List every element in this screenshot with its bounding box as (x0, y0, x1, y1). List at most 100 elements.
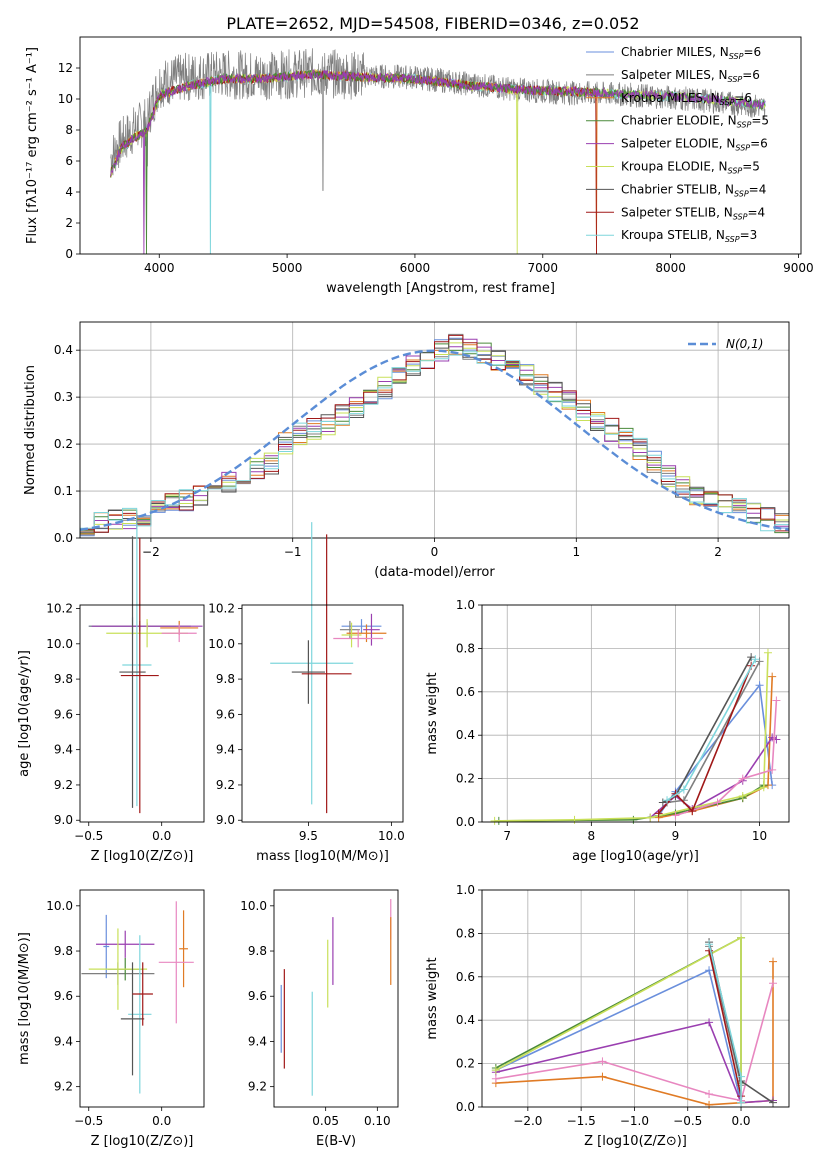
x-tick-label: 8000 (655, 261, 686, 275)
weight-marker-salpeter_stelib (654, 809, 663, 818)
weight-line-chabrier_miles (495, 969, 742, 1103)
x-tick-label: −0.5 (673, 1114, 702, 1128)
weight-marker-pink (598, 1057, 607, 1066)
weight-marker-kroupa_stelib (737, 1098, 746, 1107)
y-axis-label: mass weight (425, 672, 440, 754)
y-tick-label: 0.8 (456, 926, 475, 940)
y-tick-label: 9.8 (54, 672, 73, 686)
weight-marker-kroupa_elodie (490, 816, 499, 825)
weight-marker-pink (491, 1074, 500, 1083)
weight-marker-kroupa_stelib (737, 1072, 746, 1081)
axes-mass_vs_ebv: 0.05 0.10 9.2 9.4 9.6 9.8 10.0 E(B-V) (240, 889, 399, 1149)
x-tick-label: −2.0 (513, 1114, 542, 1128)
y-tick-label: 9.8 (54, 944, 73, 958)
weight-marker-pink (772, 696, 781, 705)
x-tick-label: 0.10 (364, 1114, 391, 1128)
y-tick-label: 0.4 (456, 728, 475, 742)
y-tick-label: 2 (65, 216, 73, 230)
y-tick-label: 9.6 (54, 707, 73, 721)
y-tick-label: 6 (65, 154, 73, 168)
y-tick-label: 8 (65, 123, 73, 137)
axes-frame (273, 889, 399, 1108)
axes-frame (481, 889, 790, 1108)
y-tick-label: 0.6 (456, 970, 475, 984)
y-tick-label: 9.4 (54, 1034, 73, 1048)
y-tick-label: 0.0 (54, 531, 73, 545)
legend-entry: Salpeter ELODIE, NSSP=6 (621, 137, 768, 153)
axes-frame (481, 604, 790, 823)
weight-marker-kroupa_stelib (663, 796, 672, 805)
y-tick-label: 10.0 (46, 637, 73, 651)
weight-marker-kroupa_stelib (679, 785, 688, 794)
legend-entry: Salpeter MILES, NSSP=6 (621, 68, 760, 84)
y-tick-label: 4 (65, 185, 73, 199)
model-spectrum-salpeter_elodie (110, 68, 766, 255)
y-tick-label: 10.0 (208, 637, 235, 651)
figure-title: PLATE=2652, MJD=54508, FIBERID=0346, z=0… (226, 14, 639, 33)
y-tick-label: 9.2 (54, 1080, 73, 1094)
weight-marker-kroupa_elodie (737, 933, 746, 942)
weight-marker-chabrier_miles (755, 681, 764, 690)
legend-entry: N(0,1) (726, 337, 763, 351)
axes-age_vs_Z: −0.5 0.0 9.0 9.2 9.4 9.6 9.8 10.0 10.2 Z [log10(Z… (17, 523, 205, 864)
axes-mass_vs_Z: −0.5 0.0 9.2 9.4 9.6 9.8 10.0 Z [log10(Z/Z⊙)] ma… (17, 889, 205, 1149)
y-tick-label: 9.4 (216, 743, 235, 757)
y-tick-label: 9.8 (248, 944, 267, 958)
weight-marker-chabrier_stelib (658, 798, 667, 807)
y-tick-label: 0.4 (54, 343, 73, 357)
weight-marker-kroupa_stelib (705, 940, 714, 949)
axes-spectrum: 4000 5000 6000 7000 8000 9000 0 2 4 6 8 10 12 wavelen… (25, 36, 814, 296)
y-tick-label: 9.0 (216, 813, 235, 827)
y-tick-label: 10.2 (46, 602, 73, 616)
x-tick-label: 9 (672, 829, 680, 843)
y-axis-label: age [log10(age/yr)] (17, 650, 32, 777)
x-tick-label: −0.5 (74, 829, 103, 843)
legend-entry: Chabrier STELIB, NSSP=4 (621, 182, 766, 198)
y-axis-label: Normed distribution (23, 365, 38, 495)
x-tick-label: 9000 (783, 261, 814, 275)
axes-weight_vs_Z: −2.0 −1.5 −1.0 −0.5 0.0 0.0 0.2 0.4 0.6 0.8 1.0 Z [… (425, 883, 790, 1149)
weight-line-kroupa_elodie (494, 652, 769, 822)
y-tick-label: 10 (58, 92, 73, 106)
x-tick-label: 7 (503, 829, 511, 843)
x-axis-label: E(B-V) (316, 1134, 356, 1149)
y-tick-label: 0.0 (456, 815, 475, 829)
weight-marker-kroupa_miles (768, 672, 777, 681)
x-tick-label: 4000 (144, 261, 175, 275)
weight-marker-kroupa_miles (598, 1072, 607, 1081)
x-tick-label: 9.5 (299, 829, 318, 843)
x-tick-label: −1.0 (620, 1114, 649, 1128)
x-tick-label: −1 (284, 545, 302, 559)
x-tick-label: 6000 (400, 261, 431, 275)
weight-line-salpeter_elodie (495, 1021, 774, 1104)
axes-frame (79, 321, 790, 539)
y-tick-label: 10.2 (208, 602, 235, 616)
y-axis-label: Flux [fλ10⁻¹⁷ erg cm⁻² s⁻¹ A⁻¹] (25, 47, 40, 244)
weight-marker-kroupa_miles (769, 957, 778, 966)
x-axis-label: age [log10(age/yr)] (572, 849, 699, 864)
weight-marker-kroupa_elodie (646, 813, 655, 822)
y-tick-label: 9.6 (54, 989, 73, 1003)
y-tick-label: 10.0 (46, 899, 73, 913)
weight-marker-salpeter_elodie (705, 1018, 714, 1027)
x-tick-label: 2 (714, 545, 722, 559)
x-tick-label: 0.05 (312, 1114, 339, 1128)
y-tick-label: 9.6 (216, 707, 235, 721)
axes-weight_vs_age: 7 8 9 10 0.0 0.2 0.4 0.6 0.8 1.0 age [log10(age/yr… (425, 598, 790, 864)
weight-marker-kroupa_elodie (570, 815, 579, 824)
weight-line-salpeter_miles (666, 661, 761, 804)
model-spectrum-salpeter_stelib (110, 69, 597, 255)
weight-marker-salpeter_miles (755, 657, 764, 666)
weight-marker-chabrier_elodie (629, 815, 638, 824)
weight-marker-pink (768, 765, 777, 774)
y-tick-label: 0.0 (456, 1100, 475, 1114)
y-tick-label: 9.2 (248, 1080, 267, 1094)
y-tick-label: 9.0 (54, 813, 73, 827)
model-spectrum-kroupa_miles (110, 68, 599, 255)
x-tick-label: 8 (588, 829, 596, 843)
weight-line-chabrier_stelib (662, 656, 752, 804)
y-tick-label: 9.4 (54, 743, 73, 757)
y-tick-label: 9.8 (216, 672, 235, 686)
axes-frame (79, 36, 802, 255)
weight-marker-chabrier_stelib (747, 653, 756, 662)
